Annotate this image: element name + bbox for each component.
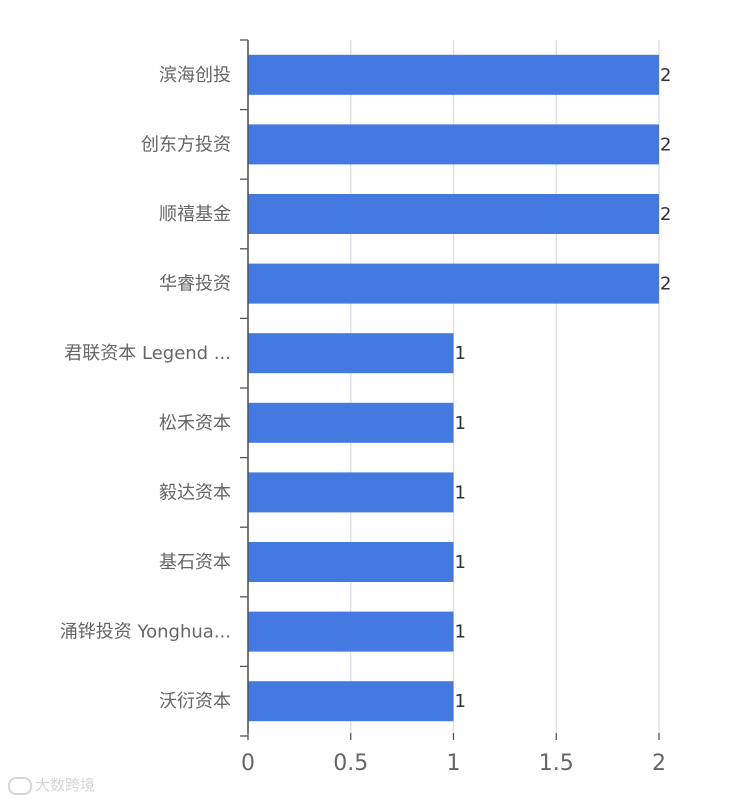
bar[interactable]: [248, 611, 454, 652]
bar[interactable]: [248, 333, 454, 374]
data-label: 2: [660, 65, 671, 86]
bar[interactable]: [248, 263, 659, 304]
data-label: 1: [455, 413, 466, 434]
category-label: 沃衍资本: [159, 691, 231, 712]
bar[interactable]: [248, 194, 659, 234]
data-label: 1: [455, 482, 466, 503]
category-label: 君联资本 Legend ...: [64, 343, 231, 364]
bar[interactable]: [248, 472, 454, 513]
data-label: 2: [660, 134, 671, 155]
category-label: 毅达资本: [159, 482, 231, 503]
watermark: 大数跨境: [8, 774, 95, 795]
data-label: 2: [660, 274, 671, 295]
bar[interactable]: [248, 681, 454, 722]
category-label: 华睿投资: [159, 274, 231, 295]
data-label: 2: [660, 204, 671, 225]
category-label: 创东方投资: [141, 134, 231, 155]
category-label: 涌铧投资 Yonghua...: [60, 622, 231, 643]
data-label: 1: [455, 691, 466, 712]
x-tick-label: 0.5: [333, 751, 368, 776]
category-label: 顺禧基金: [159, 204, 231, 225]
x-tick-label: 1.5: [539, 751, 574, 776]
bars: [248, 54, 659, 722]
data-label: 1: [455, 343, 466, 364]
bar[interactable]: [248, 402, 454, 443]
data-label: 1: [455, 552, 466, 573]
watermark-text: 大数跨境: [35, 776, 96, 794]
labels: 0 0.5 1 1.5 2 滨海创投 2 创东方投资 2 顺禧基金 2 华睿投资 2 君联资本 Legen…: [60, 65, 672, 776]
category-label: 滨海创投: [159, 65, 231, 86]
axes: [240, 39, 660, 740]
x-tick-label: 2: [652, 751, 666, 776]
category-label: 松禾资本: [159, 413, 231, 434]
data-label: 1: [455, 622, 466, 643]
x-tick-label: 1: [447, 751, 461, 776]
x-tick-label: 0: [241, 751, 255, 776]
bar[interactable]: [248, 54, 659, 95]
watermark-logo-icon: [8, 776, 32, 795]
bar[interactable]: [248, 124, 659, 165]
bar[interactable]: [248, 542, 454, 582]
category-label: 基石资本: [159, 552, 231, 573]
